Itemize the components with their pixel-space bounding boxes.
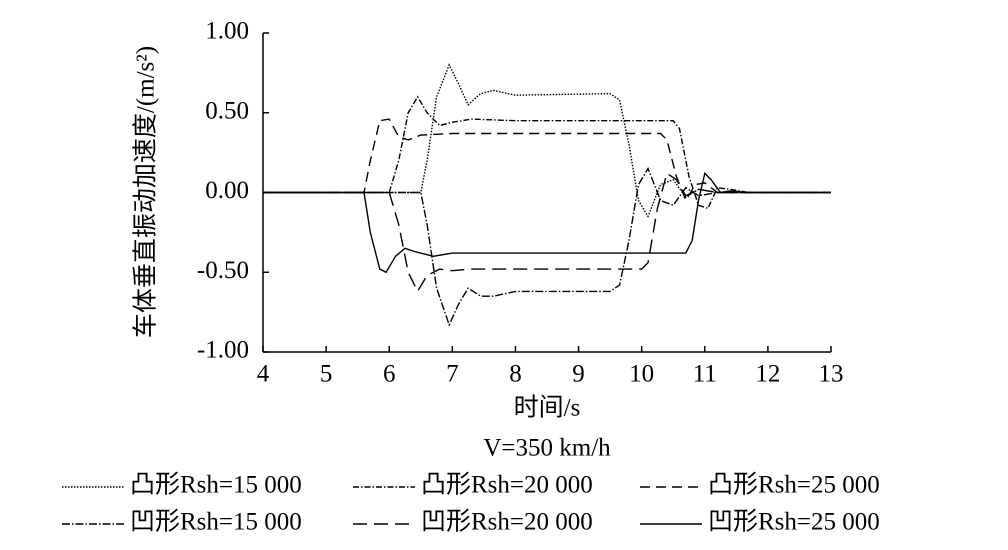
series-line: [263, 118, 831, 203]
series-line: [263, 95, 831, 210]
x-tick-label: 7: [446, 361, 459, 388]
subtitle: V=350 km/h: [483, 435, 611, 462]
legend-label: 凹形Rsh=25 000: [708, 509, 880, 536]
y-tick-label: -1.00: [197, 337, 249, 364]
x-tick-label: 4: [257, 361, 270, 388]
x-tick-label: 13: [819, 361, 844, 388]
x-tick-label: 12: [755, 361, 780, 388]
y-tick-label: 0.50: [205, 97, 249, 124]
x-tick-label: 9: [572, 361, 585, 388]
y-tick-label: 0.00: [205, 177, 249, 204]
legend-label: 凸形Rsh=20 000: [421, 472, 593, 499]
y-axis-label: 车体垂直振动加速度/(m/s²): [132, 46, 160, 338]
legend-label: 凹形Rsh=20 000: [421, 509, 593, 536]
x-tick-label: 10: [629, 361, 654, 388]
series-line: [263, 167, 831, 327]
legend-label: 凹形Rsh=15 000: [130, 509, 302, 536]
x-tick-label: 11: [693, 361, 717, 388]
y-tick-label: -0.50: [197, 257, 249, 284]
y-tick-label: 1.00: [205, 18, 249, 45]
x-tick-label: 8: [509, 361, 522, 388]
x-tick-label: 6: [383, 361, 396, 388]
series-line: [263, 172, 831, 274]
legend-label: 凸形Rsh=25 000: [708, 472, 880, 499]
x-axis-label: 时间/s: [514, 394, 581, 422]
x-tick-label: 5: [320, 361, 333, 388]
series-line: [263, 172, 831, 293]
legend-label: 凸形Rsh=15 000: [130, 472, 302, 499]
series-line: [263, 63, 831, 218]
